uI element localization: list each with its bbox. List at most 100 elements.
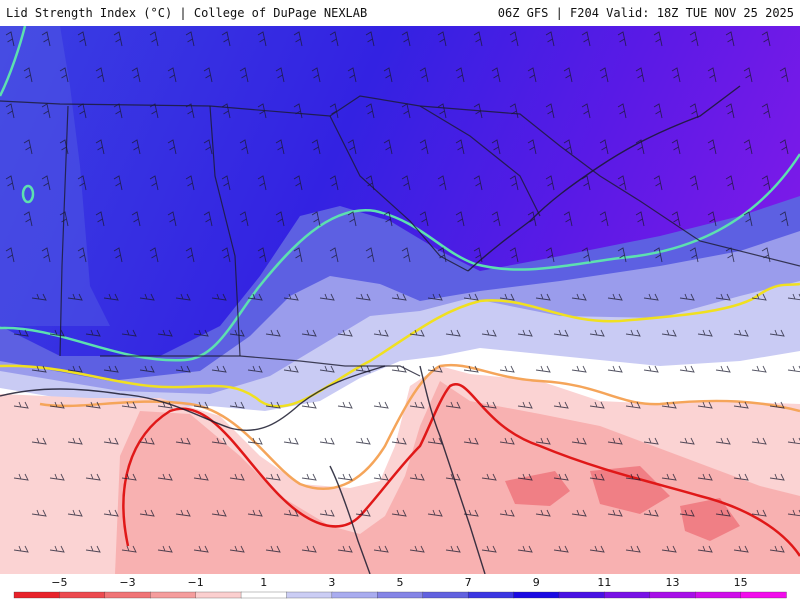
wind-barb (383, 211, 393, 227)
wind-barb (769, 329, 785, 337)
wind-barb (779, 67, 789, 83)
wind-barb (139, 437, 155, 445)
legend-bin (59, 591, 106, 599)
wind-barb (23, 211, 33, 227)
wind-barb (689, 31, 699, 47)
legend-tick-label: −1 (188, 576, 204, 589)
legend-bin (422, 591, 469, 599)
wind-barb (311, 139, 321, 155)
wind-barb (653, 31, 663, 47)
wind-barb (229, 329, 245, 337)
wind-barb (365, 175, 375, 191)
wind-barb (491, 67, 501, 83)
wind-barb (545, 31, 555, 47)
wind-barb (661, 329, 677, 337)
wind-barb (517, 473, 533, 481)
wind-barb (139, 293, 155, 301)
wind-barb (761, 31, 771, 47)
wind-barb (229, 545, 245, 553)
wind-barb (437, 175, 447, 191)
wind-barb (265, 545, 281, 553)
wind-barb (581, 31, 591, 47)
wind-barb (329, 103, 339, 119)
wind-barb (337, 473, 353, 481)
wind-barb (535, 437, 551, 445)
wind-barb (751, 509, 767, 517)
wind-barb (347, 139, 357, 155)
wind-barb (365, 31, 375, 47)
wind-barb (103, 437, 119, 445)
atlantic-coastline (467, 85, 741, 272)
wind-barb (175, 437, 191, 445)
wind-barb (581, 247, 591, 263)
field-warm (115, 381, 800, 574)
wind-barb (571, 293, 587, 301)
wind-barb (661, 473, 677, 481)
wind-barb (365, 247, 375, 263)
wind-barb (599, 211, 609, 227)
wind-barb (337, 545, 353, 553)
legend-tick-label: −3 (119, 576, 135, 589)
wind-barb (481, 329, 497, 337)
legend-bin (558, 591, 606, 599)
wind-barb (643, 365, 659, 373)
wind-barb (329, 31, 339, 47)
wind-barb (31, 293, 47, 301)
map-area[interactable] (0, 26, 800, 574)
wind-barb (329, 175, 339, 191)
wind-barb (13, 401, 29, 409)
wind-barb (41, 103, 51, 119)
wind-barb (203, 211, 213, 227)
wind-barb (373, 473, 389, 481)
wind-barb (49, 401, 65, 409)
wind-barb (787, 509, 800, 517)
wind-barb (103, 509, 119, 517)
wind-barb (679, 365, 695, 373)
wind-barb (275, 139, 285, 155)
wind-barb (293, 103, 303, 119)
wind-barb (725, 31, 735, 47)
wind-barb (697, 545, 713, 553)
wind-barb (553, 401, 569, 409)
wind-barb (221, 103, 231, 119)
wind-barb (355, 293, 371, 301)
wind-barb (121, 401, 137, 409)
wind-barb (751, 293, 767, 301)
wind-barb (373, 329, 389, 337)
wind-barb (221, 31, 231, 47)
wind-barb (743, 211, 753, 227)
wind-barb (121, 545, 137, 553)
legend-bin (104, 591, 151, 599)
wind-barb (121, 329, 137, 337)
wind-barb (509, 31, 519, 47)
wind-barb (139, 509, 155, 517)
wind-barb (157, 401, 173, 409)
lid-strength-map (0, 26, 800, 574)
legend-bin (286, 591, 333, 599)
wind-barb (185, 247, 195, 263)
wind-barb (293, 175, 303, 191)
legend-bin (377, 591, 424, 599)
wind-barb (625, 473, 641, 481)
wind-barb (437, 31, 447, 47)
wind-barb (643, 293, 659, 301)
wind-barb (499, 437, 515, 445)
wind-barb (193, 401, 209, 409)
legend-bin (513, 591, 560, 599)
wind-barb (59, 67, 69, 83)
wind-barb (743, 139, 753, 155)
wind-barb (319, 293, 335, 301)
wind-barb (41, 31, 51, 47)
wind-barb (535, 293, 551, 301)
wind-barb (85, 329, 101, 337)
contour-aqua-main (0, 153, 800, 362)
wind-barb (355, 437, 371, 445)
wind-barb (509, 175, 519, 191)
contour-orange (39, 363, 800, 490)
legend-bin (740, 591, 787, 599)
wind-barb (203, 139, 213, 155)
wind-barbs (5, 31, 800, 553)
wind-barb (679, 437, 695, 445)
wind-barb (319, 365, 335, 373)
wind-barb (419, 139, 429, 155)
